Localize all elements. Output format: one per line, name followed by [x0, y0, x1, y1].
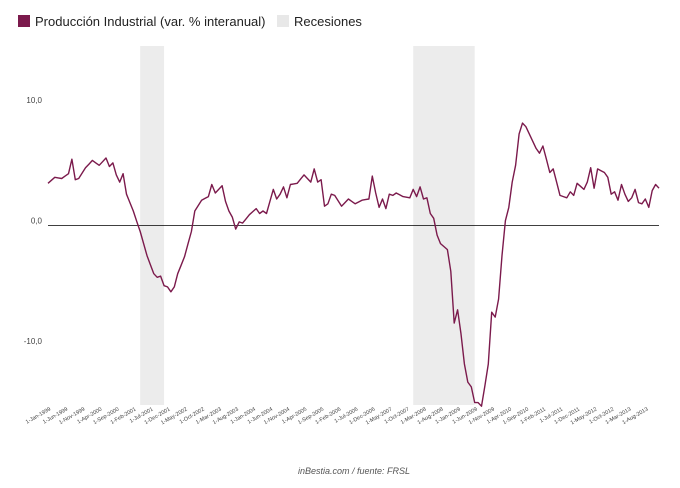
series-group [47, 122, 660, 407]
series-line-1 [47, 122, 660, 407]
y-tick-label: 10,0 [26, 96, 42, 105]
y-tick-label: 0,0 [31, 217, 43, 226]
legend-swatch-series [18, 15, 30, 27]
y-axis-ticks: 10,0 0,0 -10,0 [24, 96, 43, 346]
legend: Producción Industrial (var. % interanual… [18, 14, 362, 29]
source-note: inBestia.com / fuente: FRSL [298, 466, 410, 476]
legend-label-series: Producción Industrial (var. % interanual… [35, 14, 266, 29]
legend-swatch-recession [277, 15, 289, 27]
x-axis-ticks: 1-Jan-19991-Jun-19991-Nov-19991-Apr-2000… [25, 407, 649, 427]
legend-label-recession: Recesiones [294, 14, 362, 29]
y-tick-label: -10,0 [24, 337, 43, 346]
